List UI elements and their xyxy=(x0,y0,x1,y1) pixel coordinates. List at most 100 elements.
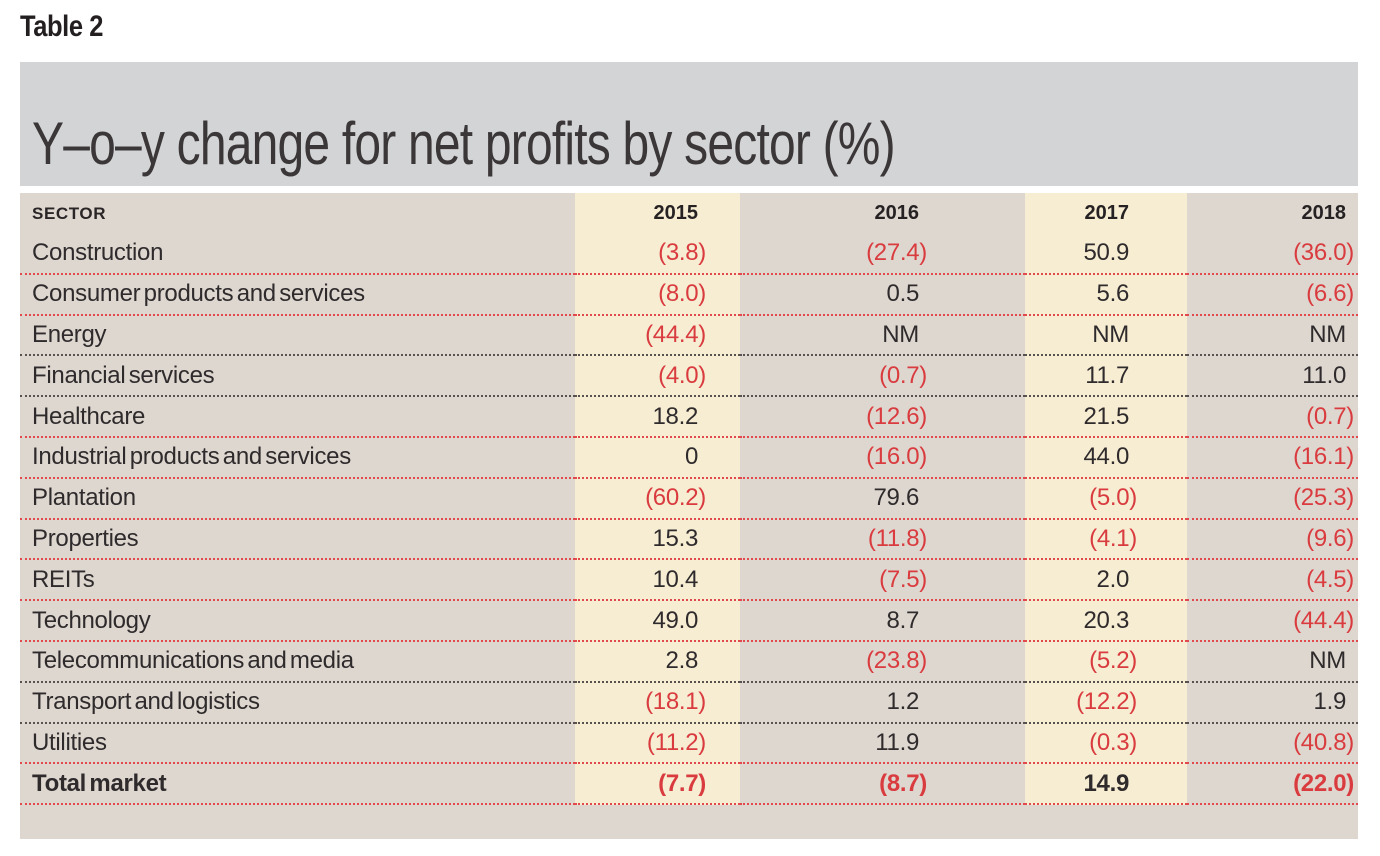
value-cell: (0.7) xyxy=(740,356,1025,398)
value-cell: (18.1) xyxy=(575,682,740,724)
table-title: Y–o–y change for net profits by sector (… xyxy=(32,110,896,177)
negative-value: (4.1) xyxy=(1089,524,1137,552)
value: 21.5 xyxy=(1083,402,1129,430)
value-cell: NM xyxy=(1025,315,1187,357)
value-cell: (16.1) xyxy=(1187,437,1358,479)
negative-value: (16.0) xyxy=(866,443,927,471)
value: 1.9 xyxy=(1313,688,1347,716)
negative-value: (3.8) xyxy=(658,239,706,267)
value: NM xyxy=(882,320,919,348)
value-cell: 0.5 xyxy=(740,274,1025,316)
negative-value: (0.7) xyxy=(879,361,927,389)
value-cell: (6.6) xyxy=(1187,274,1358,316)
value-cell: 49.0 xyxy=(575,601,740,642)
value-cell: (11.2) xyxy=(575,723,740,765)
value-cell: (7.5) xyxy=(740,560,1025,602)
negative-value: (22.0) xyxy=(1293,769,1354,797)
value-cell: (25.3) xyxy=(1187,478,1358,520)
value-cell: 11.9 xyxy=(740,723,1025,765)
table-row: Utilities (11.2) 11.9 (0.3) (40.8) xyxy=(20,723,1358,765)
value: NM xyxy=(1092,320,1129,348)
negative-value: (44.4) xyxy=(1293,606,1354,634)
table-row: Financial services (4.0) (0.7) 11.7 11.0 xyxy=(20,356,1358,398)
value-cell: (3.8) xyxy=(575,234,740,275)
value-cell: 0 xyxy=(575,437,740,479)
negative-value: (16.1) xyxy=(1293,443,1354,471)
bottom-strip xyxy=(20,805,1358,840)
sector-cell: Construction xyxy=(20,234,575,275)
negative-value: (60.2) xyxy=(645,484,706,512)
header-year-2018: 2018 xyxy=(1187,193,1358,234)
value-cell: (0.7) xyxy=(1187,397,1358,438)
table-row: Energy (44.4) NM NM NM xyxy=(20,315,1358,357)
negative-value: (8.0) xyxy=(658,280,706,308)
value-cell: (4.0) xyxy=(575,356,740,398)
sector-cell: Plantation xyxy=(20,478,575,520)
value-cell: (40.8) xyxy=(1187,723,1358,765)
table-row: Properties 15.3 (11.8) (4.1) (9.6) xyxy=(20,519,1358,561)
value: 14.9 xyxy=(1083,769,1129,797)
negative-value: (44.4) xyxy=(645,320,706,348)
table-row: Technology 49.0 8.7 20.3 (44.4) xyxy=(20,601,1358,642)
value-cell: (8.7) xyxy=(740,764,1025,806)
value-cell: 1.2 xyxy=(740,682,1025,724)
sector-cell: Telecommunications and media xyxy=(20,641,575,683)
table-row: Construction (3.8) (27.4) 50.9 (36.0) xyxy=(20,234,1358,275)
sector-cell: Technology xyxy=(20,601,575,642)
negative-value: (18.1) xyxy=(645,688,706,716)
value-cell: (22.0) xyxy=(1187,764,1358,806)
value: 2.8 xyxy=(665,647,699,675)
negative-value: (9.6) xyxy=(1306,524,1354,552)
negative-value: (6.6) xyxy=(1306,280,1354,308)
negative-value: (27.4) xyxy=(866,239,927,267)
value: 49.0 xyxy=(652,606,698,634)
title-band: Y–o–y change for net profits by sector (… xyxy=(20,62,1358,186)
value-cell: 21.5 xyxy=(1025,397,1187,438)
value-cell: 15.3 xyxy=(575,519,740,561)
value: NM xyxy=(1309,320,1346,348)
table-label: Table 2 xyxy=(20,10,104,43)
negative-value: (25.3) xyxy=(1293,484,1354,512)
value: 50.9 xyxy=(1083,239,1129,267)
negative-value: (12.2) xyxy=(1076,688,1137,716)
value-cell: NM xyxy=(1187,315,1358,357)
negative-value: (8.7) xyxy=(879,769,927,797)
header-year-2016: 2016 xyxy=(740,193,1025,234)
header-sector: SECTOR xyxy=(20,193,575,234)
table-row: Industrial products and services 0 (16.0) 4… xyxy=(20,437,1358,479)
sector-cell: Financial services xyxy=(20,356,575,398)
value-cell: 8.7 xyxy=(740,601,1025,642)
value-cell: (9.6) xyxy=(1187,519,1358,561)
value-cell: (16.0) xyxy=(740,437,1025,479)
table-row: Consumer products and services (8.0) 0.5 5.… xyxy=(20,274,1358,316)
value-cell: 20.3 xyxy=(1025,601,1187,642)
table-row: Telecommunications and media 2.8 (23.8) (5.… xyxy=(20,641,1358,683)
negative-value: (11.8) xyxy=(867,524,927,552)
negative-value: (4.5) xyxy=(1306,565,1354,593)
sector-cell: Industrial products and services xyxy=(20,437,575,479)
sector-table: SECTOR 2015 2016 2017 2018 Construction (… xyxy=(20,193,1358,840)
value-cell: 10.4 xyxy=(575,560,740,602)
header-year-2015: 2015 xyxy=(575,193,740,234)
sector-table-body: Construction (3.8) (27.4) 50.9 (36.0) Consume… xyxy=(20,234,1358,806)
negative-value: (0.3) xyxy=(1089,728,1137,756)
sector-cell: Utilities xyxy=(20,723,575,765)
sector-cell: Consumer products and services xyxy=(20,274,575,316)
sector-cell: REITs xyxy=(20,560,575,602)
value-cell: 18.2 xyxy=(575,397,740,438)
value: 10.4 xyxy=(652,565,698,593)
value-cell: 11.7 xyxy=(1025,356,1187,398)
negative-value: (5.2) xyxy=(1089,647,1137,675)
value: 2.0 xyxy=(1096,565,1130,593)
table-row: Plantation (60.2) 79.6 (5.0) (25.3) xyxy=(20,478,1358,520)
value: 15.3 xyxy=(652,524,698,552)
value-cell: 50.9 xyxy=(1025,234,1187,275)
value-cell: 5.6 xyxy=(1025,274,1187,316)
table-row: Healthcare 18.2 (12.6) 21.5 (0.7) xyxy=(20,397,1358,438)
value-cell: (44.4) xyxy=(575,315,740,357)
value: 0.5 xyxy=(886,280,920,308)
value-cell: 79.6 xyxy=(740,478,1025,520)
value-cell: (5.2) xyxy=(1025,641,1187,683)
value-cell: (4.5) xyxy=(1187,560,1358,602)
negative-value: (11.2) xyxy=(646,728,706,756)
